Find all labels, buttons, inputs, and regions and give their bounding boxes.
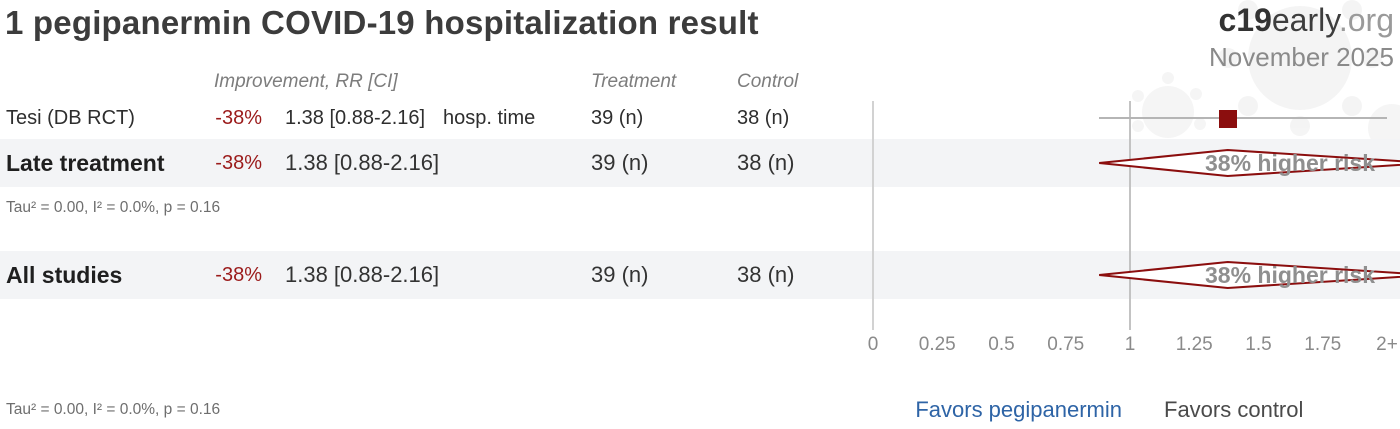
late-treatment-effect-label: 38% higher risk [1204, 150, 1376, 176]
x-tick-label: 2+ [1376, 334, 1398, 355]
all-studies-label: All studies [6, 262, 123, 288]
zero-axis-line [872, 101, 874, 330]
x-tick-label: 0.25 [918, 334, 956, 355]
study-rr-ci: 1.38 [0.88-2.16] [285, 107, 426, 129]
logo-date: November 2025 [1209, 42, 1394, 72]
late-treatment-control-n: 38 (n) [737, 150, 795, 175]
study-label: Tesi (DB RCT) [6, 107, 135, 129]
all-studies-treatment-n: 39 (n) [591, 262, 649, 287]
page-title: 1 pegipanermin COVID-19 hospitalization … [5, 4, 759, 41]
study-treatment-n: 39 (n) [591, 107, 644, 129]
heterogeneity-note-all: Tau² = 0.00, I² = 0.0%, p = 0.16 [6, 401, 221, 418]
x-tick-label: 0 [867, 334, 879, 355]
study-outcome: hosp. time [443, 107, 536, 129]
logo-org: .org [1338, 2, 1394, 38]
x-tick-label: 1.75 [1304, 334, 1342, 355]
logo-c19: c19 [1218, 2, 1272, 38]
x-axis-ticks: 0 0.25 0.5 0.75 1 1.25 1.5 1.75 2+ [0, 334, 1400, 356]
late-treatment-treatment-n: 39 (n) [591, 150, 649, 175]
x-tick-label: 0.5 [988, 334, 1015, 355]
table-row-all-studies: All studies -38% 1.38 [0.88-2.16] 39 (n)… [0, 261, 1400, 289]
study-ci-line [1099, 117, 1387, 119]
favors-treatment-label: Favors pegipanermin [915, 397, 1122, 422]
x-tick-label: 0.75 [1047, 334, 1085, 355]
all-studies-effect-label: 38% higher risk [1204, 262, 1376, 288]
reference-line [1129, 101, 1131, 330]
logo-wordmark: c19early.org [1209, 2, 1394, 39]
heterogeneity-note-late: Tau² = 0.00, I² = 0.0%, p = 0.16 [6, 199, 221, 216]
site-logo: c19early.org November 2025 [1209, 2, 1394, 73]
x-tick-label: 1.25 [1175, 334, 1213, 355]
col-header-control: Control [737, 71, 799, 92]
logo-early: early [1271, 2, 1339, 38]
col-header-treatment: Treatment [591, 71, 677, 92]
all-studies-rr-ci: 1.38 [0.88-2.16] [285, 262, 440, 287]
study-control-n: 38 (n) [737, 107, 790, 129]
x-tick-label: 1 [1124, 334, 1136, 355]
all-studies-improvement: -38% [215, 264, 262, 286]
study-improvement: -38% [215, 107, 262, 129]
all-studies-control-n: 38 (n) [737, 262, 795, 287]
late-treatment-rr-ci: 1.38 [0.88-2.16] [285, 150, 440, 175]
col-header-improvement: Improvement, RR [CI] [214, 71, 398, 92]
late-treatment-improvement: -38% [215, 152, 262, 174]
study-point-square [1218, 110, 1237, 128]
table-row-tesi: Tesi (DB RCT) -38% 1.38 [0.88-2.16] hosp… [0, 104, 1400, 132]
favors-control-label: Favors control [1164, 397, 1304, 422]
late-treatment-label: Late treatment [6, 150, 165, 176]
table-row-late-treatment: Late treatment -38% 1.38 [0.88-2.16] 39 … [0, 149, 1400, 177]
x-tick-label: 1.5 [1245, 334, 1272, 355]
